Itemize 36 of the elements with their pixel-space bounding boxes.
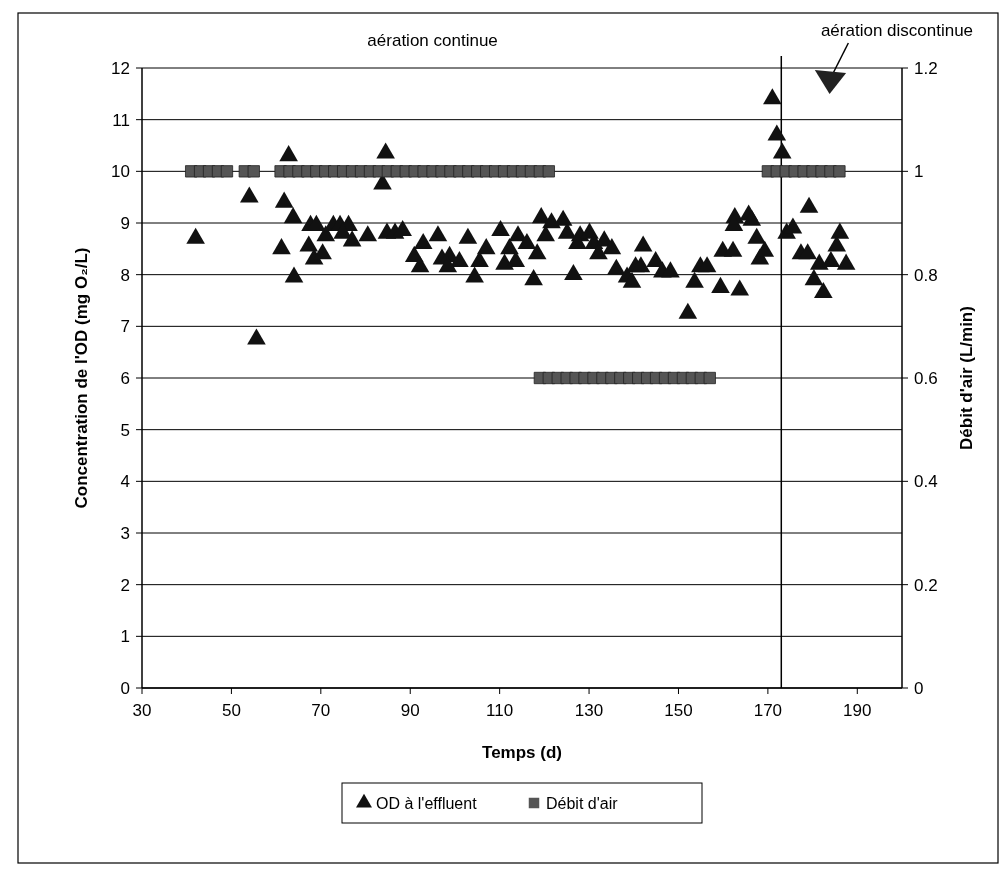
y-tick-label: 10 <box>111 162 130 182</box>
y2-tick-label: 0.6 <box>914 369 938 388</box>
text: aération continue <box>367 31 498 50</box>
y2-tick-label: 0.4 <box>914 472 938 492</box>
y2-tick-label: 0 <box>914 679 924 698</box>
y-tick-label: 8 <box>120 265 130 285</box>
y-tick-label: 9 <box>120 214 130 233</box>
x-tick-label: 130 <box>574 701 604 720</box>
y-tick-label: 11 <box>112 110 130 130</box>
x-tick-label: 90 <box>400 701 420 720</box>
x-tick-label: 50 <box>221 701 241 720</box>
x-tick-label: 70 <box>311 701 331 720</box>
x-tick-label: 30 <box>132 701 152 720</box>
text: aération discontinue <box>820 21 974 40</box>
y-tick-label: 12 <box>111 59 130 78</box>
y-tick-label: 5 <box>120 420 130 440</box>
y2-tick-label: 1.2 <box>914 59 938 78</box>
y-tick-label: 1 <box>120 627 130 647</box>
y-tick-label: 7 <box>120 317 130 337</box>
y2-tick-label: 1 <box>914 162 924 182</box>
legend-label: OD à l'effluent <box>376 795 478 812</box>
y2-tick-label: 0.8 <box>914 265 938 285</box>
y-tick-label: 4 <box>120 472 130 492</box>
y2-axis-title: Débit d'air (L/min) <box>957 306 976 450</box>
x-axis-title: Temps (d) <box>482 743 562 762</box>
y-tick-label: 2 <box>120 575 130 595</box>
legend-label: Débit d'air <box>546 795 619 812</box>
x-tick-label: 110 <box>486 701 514 720</box>
y-axis-title: Concentration de l'OD (mg O₂/L) <box>72 247 91 509</box>
y-tick-label: 6 <box>120 369 130 388</box>
y-tick-label: 0 <box>120 679 130 698</box>
x-tick-label: 190 <box>843 701 872 720</box>
y2-tick-label: 0.2 <box>914 575 938 595</box>
x-tick-label: 170 <box>753 701 783 720</box>
x-tick-label: 150 <box>664 701 693 720</box>
y-tick-label: 3 <box>120 524 130 543</box>
